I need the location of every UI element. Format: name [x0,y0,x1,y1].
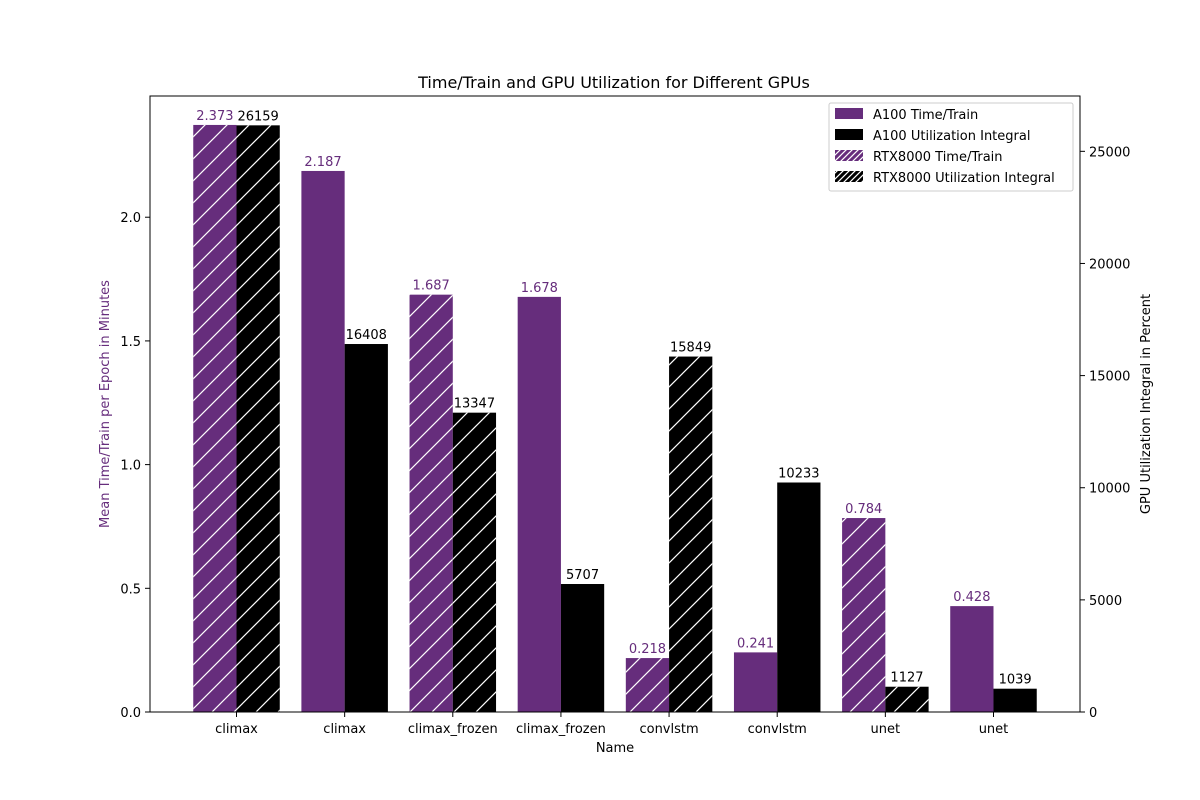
x-tick-label: unet [871,722,901,737]
bar-time-train [517,296,561,712]
legend-box [828,102,1074,192]
plot-frame [149,95,1081,713]
bar-label-utilization-integral: 1127 [890,671,923,686]
legend-entry-label: RTX8000 Time/Train [873,150,1003,165]
bar-utilization-integral-hatch [236,125,280,712]
x-tick-label: climax_frozen [516,722,606,737]
bar-label-utilization-integral: 10233 [778,467,819,482]
bar-label-time-train: 0.218 [629,642,666,657]
bar-label-utilization-integral: 26159 [237,109,278,124]
right-tick-label: 5000 [1089,594,1122,609]
legend-entry-label: A100 Time/Train [873,108,978,123]
right-axis: 0 5000 10000 15000 20000 25000 [1080,145,1130,721]
left-y-axis-label: Mean Time/Train per Epoch in Minutes [98,280,113,528]
legend-entry-label: A100 Utilization Integral [873,129,1030,144]
right-tick-label: 15000 [1089,370,1130,385]
bar-utilization-integral [993,688,1037,712]
bar-labels-group: 2.373 26159 2.187 16408 1.687 13347 1.678 5707 0… [196,109,1031,688]
left-tick-label: 1.0 [120,459,141,474]
bar-label-time-train: 2.187 [304,155,341,170]
legend-swatch [835,108,863,119]
bar-label-time-train: 0.784 [845,502,882,517]
legend-swatch-hatch [835,150,863,161]
bars-group [193,124,1037,712]
bar-utilization-integral-hatch [669,356,713,712]
bar-time-train-hatch [409,294,453,712]
legend-entry-label: RTX8000 Utilization Integral [873,171,1055,186]
x-axis-label: Name [596,741,634,756]
right-tick-label: 0 [1089,706,1097,721]
x-tick-label: climax_frozen [408,722,498,737]
bar-label-utilization-integral: 1039 [999,673,1032,688]
right-y-axis-label: GPU Utilization Integral in Percent [1139,294,1154,514]
left-tick-label: 2.0 [120,211,141,226]
x-tick-label: unet [979,722,1009,737]
bar-label-utilization-integral: 13347 [454,397,495,412]
x-tick-label: climax [323,722,366,737]
legend-swatch-hatch [835,171,863,182]
x-tick-label: climax [215,722,258,737]
chart-title: Time/Train and GPU Utilization for Diffe… [417,73,810,92]
bar-label-time-train: 1.678 [521,281,558,296]
bar-utilization-integral-hatch [452,412,497,712]
bar-label-utilization-integral: 16408 [346,328,387,343]
bar-time-train [950,606,994,712]
x-tick-label: convlstm [639,722,698,737]
right-tick-label: 20000 [1089,257,1130,272]
bar-time-train [301,170,345,712]
bar-utilization-integral [344,344,388,712]
bar-time-train-hatch [842,518,886,712]
bar-label-time-train: 0.241 [737,636,774,651]
left-tick-label: 0.0 [120,706,141,721]
bar-label-utilization-integral: 5707 [566,568,599,583]
legend: A100 Time/Train A100 Utilization Integral… [828,102,1074,192]
bar-label-time-train: 1.687 [413,279,450,294]
right-tick-label: 10000 [1089,482,1130,497]
bar-time-train-hatch [625,658,670,712]
left-tick-label: 1.5 [120,335,141,350]
right-tick-label: 25000 [1089,145,1130,160]
left-tick-label: 0.5 [120,582,141,597]
bar-label-time-train: 0.428 [953,590,990,605]
legend-swatch [835,129,863,140]
x-axis: climax climax climax_frozen climax_frozen co… [215,712,1008,737]
bar-utilization-integral [560,584,605,712]
bar-time-train-hatch [193,124,237,712]
bar-utilization-integral [777,482,821,712]
bar-time-train [733,652,778,712]
bar-label-time-train: 2.373 [196,109,233,124]
x-tick-label: convlstm [748,722,807,737]
left-axis: 0.0 0.5 1.0 1.5 2.0 [120,211,150,721]
bar-utilization-integral-hatch [885,686,929,712]
bar-label-utilization-integral: 15849 [670,341,711,356]
